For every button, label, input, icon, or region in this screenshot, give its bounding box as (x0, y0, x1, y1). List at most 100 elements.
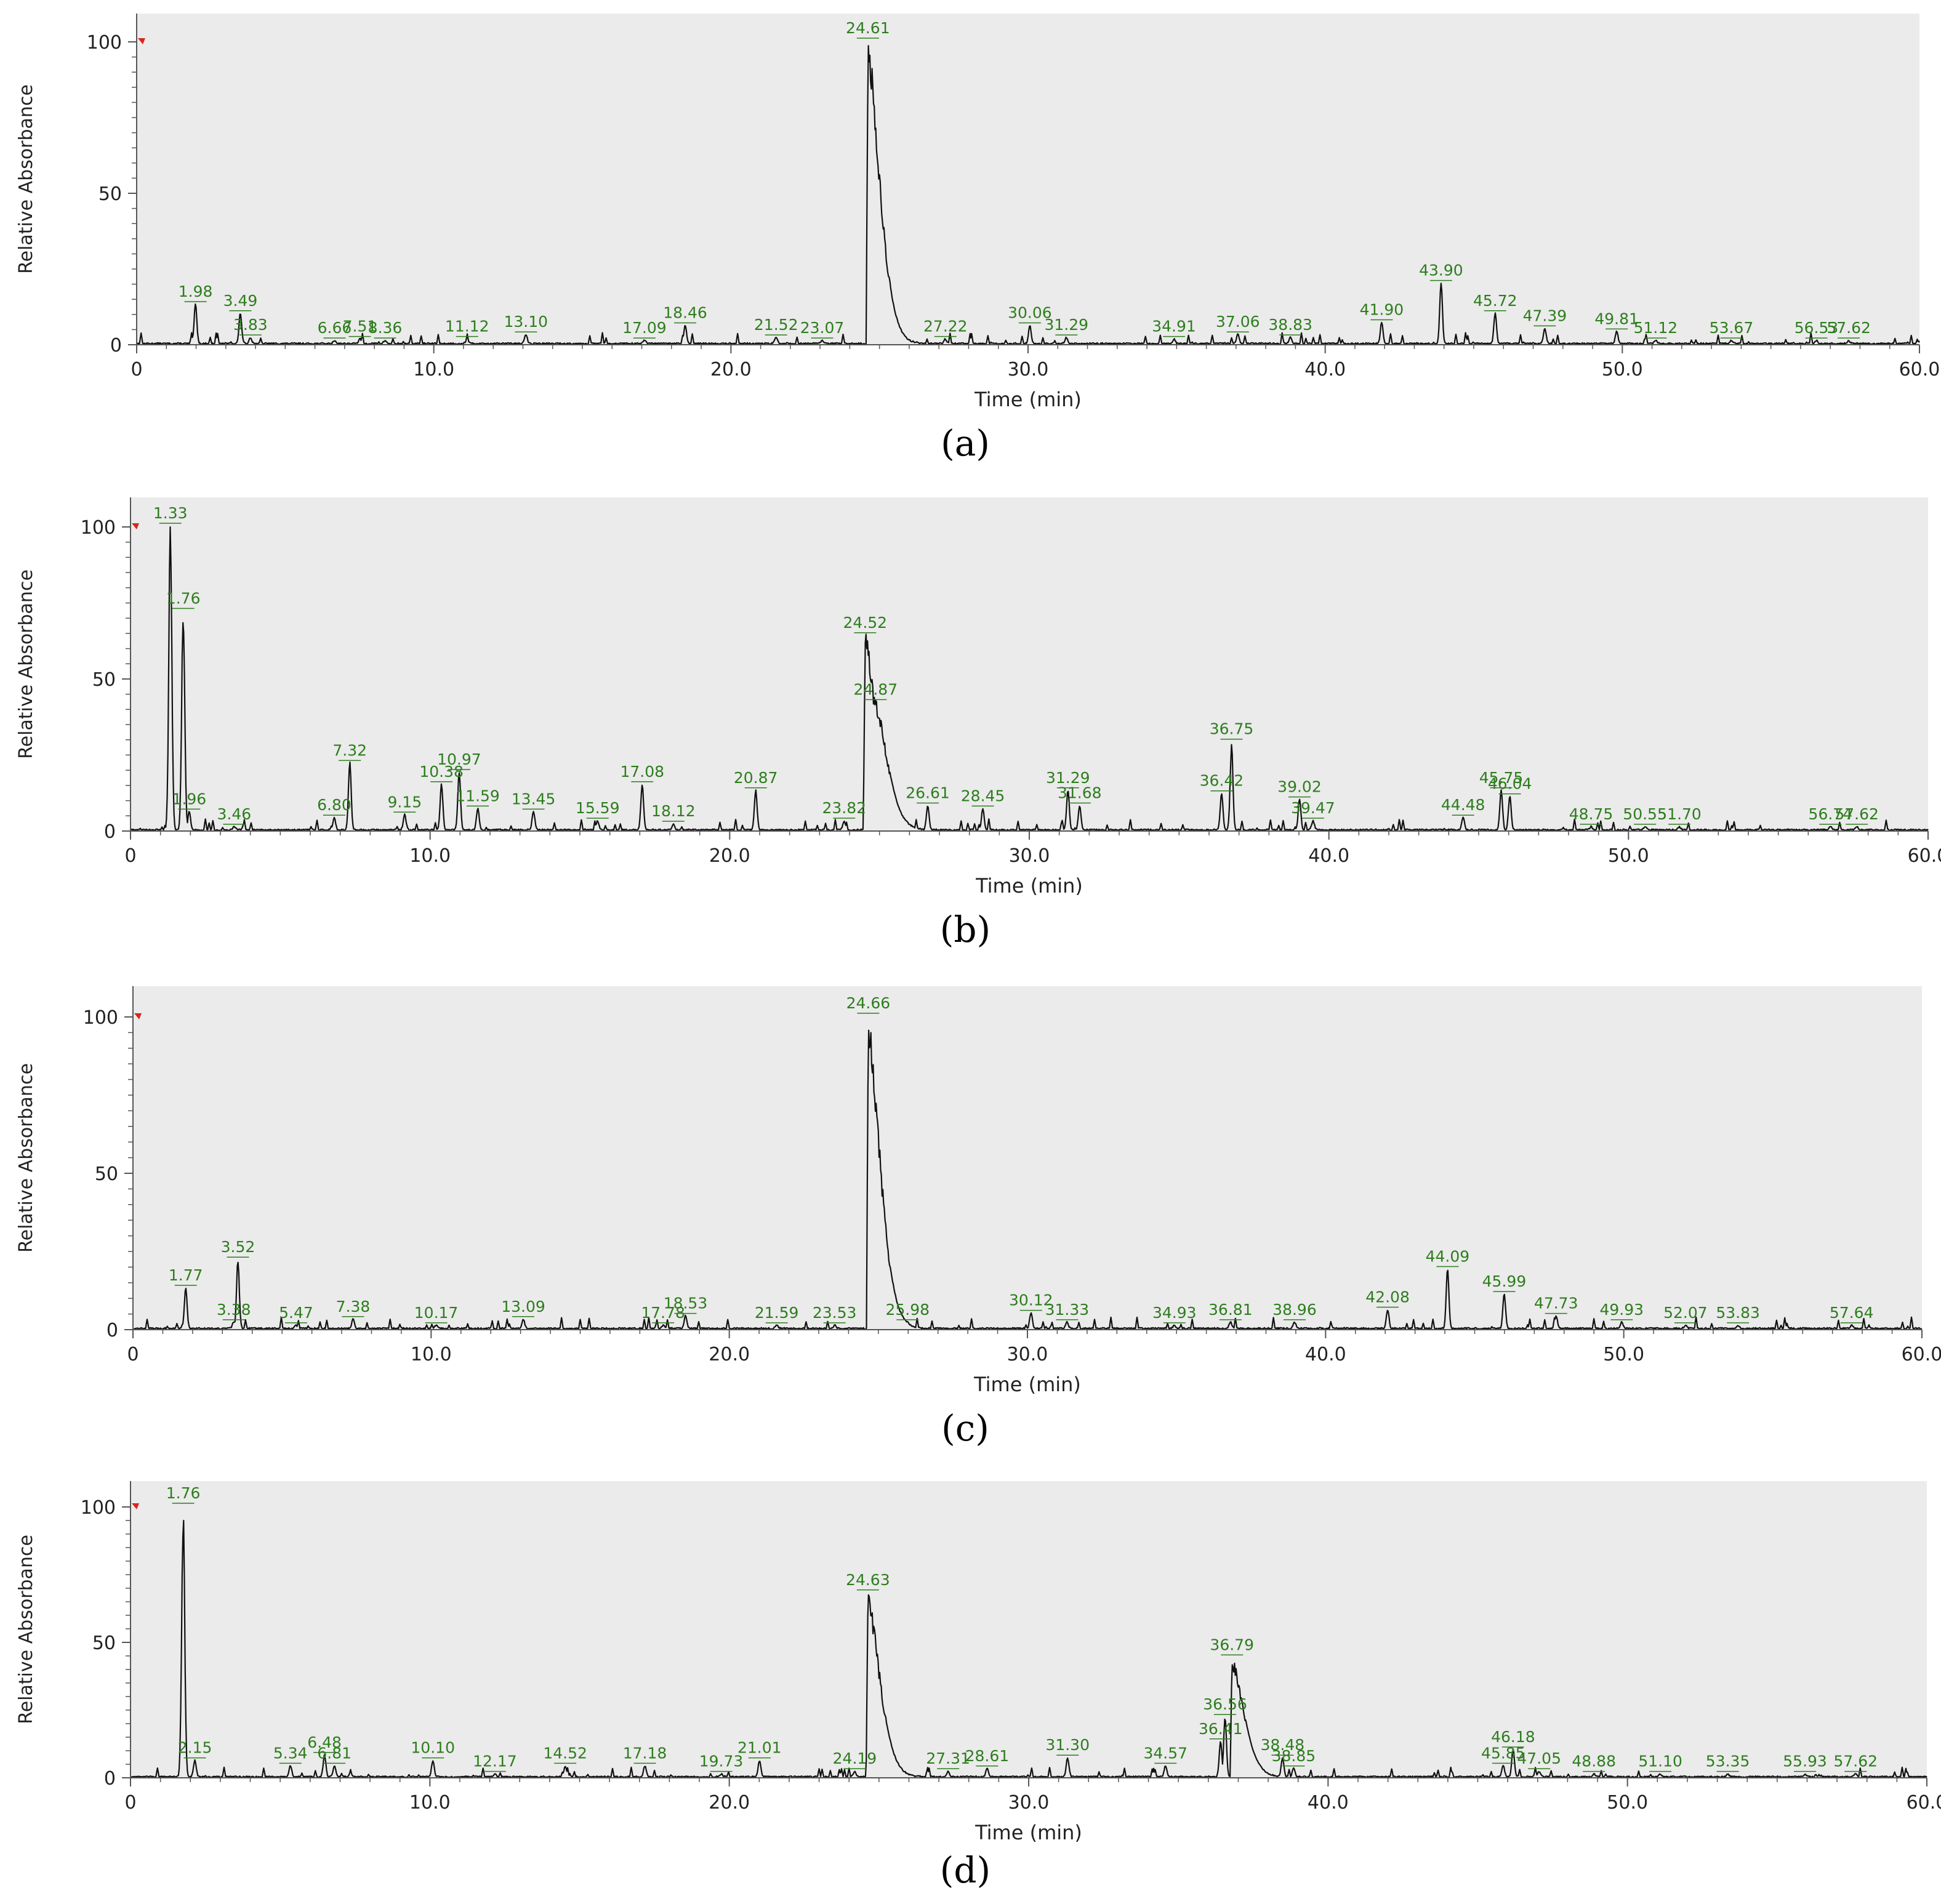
peak-label: 38.96 (1272, 1301, 1317, 1319)
peak-label: 49.93 (1599, 1301, 1644, 1319)
plot-background (133, 986, 1922, 1330)
peak-label: 13.09 (501, 1298, 545, 1316)
peak-label: 28.45 (961, 787, 1005, 805)
peak-label: 34.93 (1152, 1304, 1197, 1322)
peak-label: 42.08 (1365, 1288, 1410, 1306)
peak-label: 17.08 (620, 763, 664, 781)
peak-label: 18.46 (663, 303, 707, 321)
scale-marker (134, 1013, 142, 1019)
peak-label: 24.66 (846, 994, 891, 1012)
y-axis-title: Relative Absorbance (15, 1535, 37, 1724)
peak-label: 51.10 (1638, 1753, 1682, 1770)
peak-label: 25.98 (886, 1301, 930, 1319)
peak-label: 48.88 (1572, 1753, 1616, 1770)
y-tick-label: 50 (92, 669, 116, 691)
peak-label: 3.38 (217, 1301, 251, 1319)
peak-label: 18.12 (651, 802, 696, 820)
x-tick-label: 10.0 (411, 1344, 452, 1365)
peak-label: 43.90 (1419, 262, 1463, 279)
peak-label: 48.75 (1569, 805, 1613, 823)
peak-label: 44.09 (1426, 1247, 1470, 1265)
peak-label: 31.29 (1046, 769, 1090, 787)
x-tick-label: 20.0 (709, 1792, 750, 1814)
y-tick-label: 50 (92, 1633, 116, 1654)
peak-label: 21.59 (755, 1304, 799, 1322)
peak-label: 50.55 (1623, 805, 1667, 823)
peak-label: 8.36 (368, 319, 403, 337)
peak-label: 13.45 (512, 790, 556, 808)
peak-label: 57.64 (1830, 1304, 1874, 1322)
x-axis-title: Time (min) (975, 1821, 1082, 1844)
peak-label: 38.85 (1272, 1747, 1316, 1765)
x-tick-label: 30.0 (1007, 1344, 1048, 1365)
peak-label: 19.73 (699, 1753, 744, 1770)
peak-label: 51.70 (1657, 805, 1702, 823)
x-tick-label: 40.0 (1308, 845, 1349, 867)
plot-background (131, 497, 1928, 831)
peak-label: 34.57 (1143, 1744, 1188, 1762)
chart-panel-1: 0 50 100 0 10.0 20.0 30.0 40.0 50.0 60.0 Time (min… (15, 14, 1940, 464)
x-tick-label: 50.0 (1608, 845, 1649, 867)
peak-label: 17.18 (623, 1744, 667, 1762)
peak-label: 1.77 (169, 1266, 203, 1284)
x-tick-label: 20.0 (709, 845, 750, 867)
peak-label: 1.98 (179, 283, 213, 300)
peak-label: 3.49 (223, 292, 258, 310)
peak-label: 52.07 (1663, 1304, 1708, 1322)
peak-label: 14.52 (543, 1744, 587, 1762)
y-tick-label: 50 (95, 1163, 118, 1185)
peak-label: 30.06 (1008, 303, 1052, 321)
x-tick-label: 50.0 (1602, 359, 1643, 380)
peak-label: 36.75 (1210, 720, 1254, 738)
peak-label: 41.90 (1360, 301, 1404, 319)
peak-label: 12.17 (473, 1753, 517, 1770)
peak-label: 7.32 (332, 741, 367, 759)
peak-label: 10.17 (414, 1304, 459, 1322)
peak-label: 36.81 (1208, 1301, 1253, 1319)
peak-label: 45.72 (1473, 292, 1517, 310)
peak-label: 10.38 (419, 763, 464, 781)
peak-label: 23.82 (822, 799, 866, 817)
y-tick-label: 100 (87, 32, 122, 54)
peak-label: 31.29 (1044, 316, 1088, 334)
x-axis-title: Time (min) (973, 1373, 1081, 1396)
x-tick-label: 10.0 (409, 845, 451, 867)
chart-panel-2: 0 50 100 0 10.0 20.0 30.0 40.0 50.0 60.0 Time (min… (15, 497, 1941, 950)
peak-label: 7.38 (336, 1298, 371, 1316)
x-tick-label: 30.0 (1008, 359, 1049, 380)
x-tick-label: 0 (131, 359, 142, 380)
peak-label: 11.12 (445, 318, 489, 335)
x-tick-label: 40.0 (1304, 359, 1346, 380)
peak-label: 15.59 (576, 799, 620, 817)
panel-caption: (d) (940, 1849, 991, 1891)
chromatogram-trace (130, 1519, 1927, 1778)
peak-label: 23.07 (800, 319, 845, 337)
peak-label: 24.61 (846, 19, 890, 37)
peak-label: 46.04 (1488, 775, 1532, 793)
panel-caption: (b) (940, 909, 991, 950)
peak-label: 38.48 (1261, 1736, 1305, 1754)
peak-label: 24.87 (854, 681, 898, 699)
peak-label: 53.83 (1716, 1304, 1760, 1322)
y-tick-label: 50 (98, 183, 122, 205)
peak-label: 1.76 (166, 1484, 201, 1502)
peak-label: 44.48 (1441, 796, 1485, 814)
x-tick-label: 60.0 (1902, 1344, 1941, 1365)
peak-label: 47.73 (1534, 1295, 1578, 1312)
panel-caption: (a) (941, 422, 990, 464)
peak-label: 36.56 (1203, 1695, 1247, 1713)
peak-label: 31.33 (1045, 1301, 1090, 1319)
x-tick-label: 30.0 (1009, 845, 1050, 867)
x-axis-title: Time (min) (975, 874, 1083, 898)
x-tick-label: 60.0 (1899, 359, 1940, 380)
peak-label: 36.41 (1199, 1720, 1243, 1738)
peak-label: 7.51 (343, 318, 377, 335)
y-axis-title: Relative Absorbance (15, 1063, 37, 1253)
peak-label: 51.12 (1634, 319, 1678, 337)
peak-label: 45.75 (1479, 769, 1524, 787)
peak-label: 27.22 (923, 318, 968, 335)
peak-label: 56.53 (1794, 319, 1839, 337)
peak-label: 27.31 (926, 1749, 970, 1767)
x-tick-label: 0 (124, 845, 136, 867)
peak-label: 6.66 (318, 319, 352, 337)
